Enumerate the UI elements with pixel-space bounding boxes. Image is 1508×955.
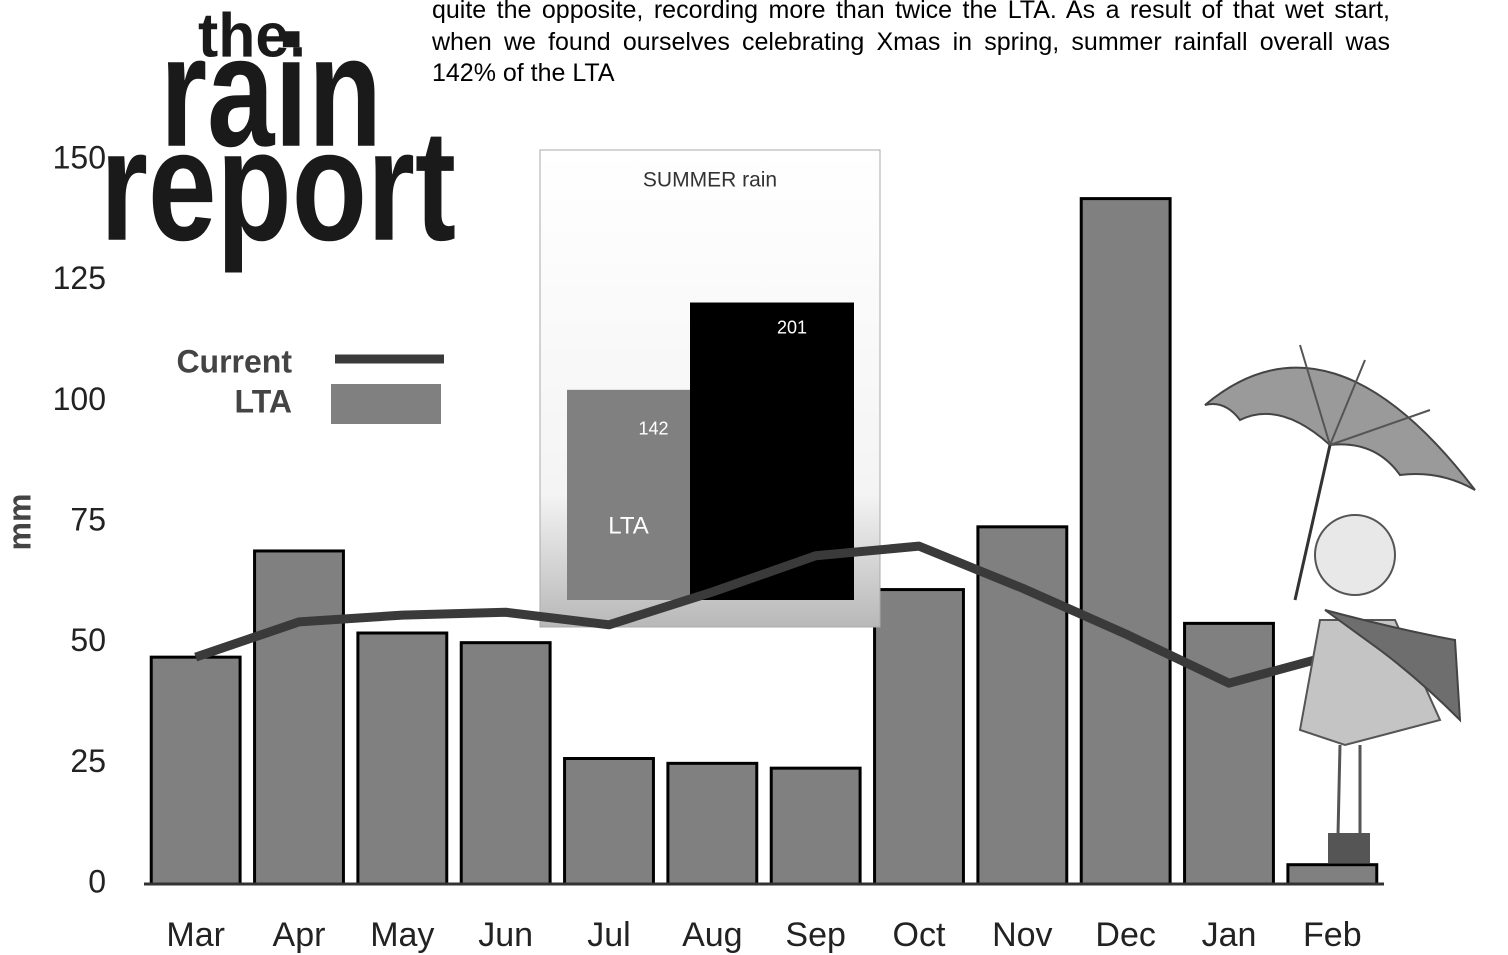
y-tick-label: 100 — [53, 381, 106, 417]
x-tick-label: May — [370, 916, 434, 954]
logo-text: the. — [198, 1, 306, 70]
y-tick-label: 0 — [88, 863, 106, 899]
bar — [769, 766, 862, 886]
x-tick-label: Jun — [478, 916, 533, 954]
inset-title: SUMMER rain — [643, 169, 777, 192]
x-tick-label: Oct — [893, 916, 946, 954]
inset-category-label: LTA — [608, 512, 648, 539]
bar — [149, 655, 242, 886]
y-tick-label: 150 — [53, 139, 106, 175]
inset-bar — [567, 389, 690, 600]
y-tick-label: 25 — [70, 743, 106, 779]
paragraph: quite the opposite, recording more than … — [432, 0, 1390, 87]
y-tick-label: 125 — [53, 260, 106, 296]
legend-label: Current — [176, 343, 292, 379]
bar — [873, 588, 965, 886]
legend-label: LTA — [235, 383, 292, 419]
bar — [356, 631, 449, 886]
bar — [666, 761, 759, 886]
bar — [1079, 197, 1172, 886]
x-tick-label: Sep — [785, 916, 846, 954]
x-tick-label: Feb — [1303, 916, 1362, 954]
logo-text: report — [100, 98, 456, 274]
bar — [1183, 621, 1275, 886]
girl-illustration — [1204, 344, 1476, 863]
x-tick-label: Apr — [273, 916, 326, 954]
inset-value-label: 201 — [777, 317, 807, 337]
bar — [563, 757, 655, 886]
line — [194, 541, 1334, 688]
x-tick-label: Nov — [992, 916, 1052, 954]
bar — [253, 549, 345, 886]
logo-text: rain — [160, 4, 382, 180]
y-tick-label: 75 — [70, 501, 106, 537]
x-tick-label: Jul — [587, 916, 630, 954]
inset-value-label: 142 — [638, 419, 668, 439]
x-tick-label: Jan — [1202, 916, 1257, 954]
bar — [1286, 863, 1379, 886]
x-tick-label: Dec — [1095, 916, 1155, 954]
y-axis-label: mm — [1, 494, 37, 551]
bar — [459, 641, 552, 886]
y-tick-label: 50 — [70, 622, 106, 658]
legend-swatch — [331, 384, 441, 424]
logo: the. rain report — [100, 1, 456, 273]
x-tick-label: Aug — [682, 916, 743, 954]
x-tick-label: Mar — [166, 916, 225, 954]
bar — [976, 525, 1069, 886]
